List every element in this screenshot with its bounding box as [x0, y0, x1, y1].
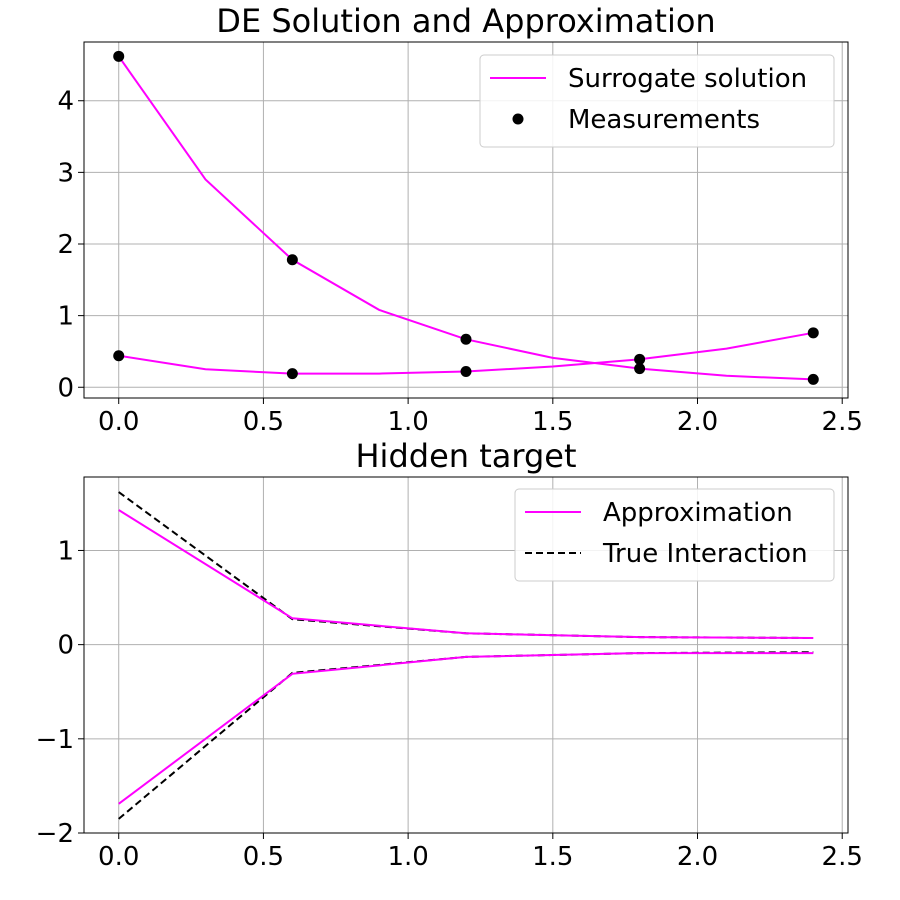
y-tick-label: 1 [57, 302, 74, 332]
chart-title: Hidden target [355, 437, 576, 475]
x-tick-label: 1.0 [387, 842, 428, 872]
measurement-point [286, 368, 298, 380]
x-tick-label: 0.0 [98, 842, 139, 872]
x-tick-label: 0.5 [243, 407, 284, 437]
legend-label: True Interaction [602, 539, 808, 569]
y-tick-label: −1 [36, 725, 74, 755]
x-tick-label: 2.0 [677, 842, 718, 872]
x-tick-label: 2.5 [822, 842, 863, 872]
x-tick-label: 1.0 [387, 407, 428, 437]
axes-frame [83, 476, 849, 834]
grid [84, 42, 848, 398]
y-tick-label: 2 [57, 230, 74, 260]
chart-title: DE Solution and Approximation [216, 2, 715, 40]
y-tick-label: −2 [36, 819, 74, 849]
measurement-point [807, 373, 819, 385]
legend-label: Surrogate solution [568, 64, 807, 94]
x-tick-label: 2.5 [822, 407, 863, 437]
legend-label: Approximation [603, 498, 793, 528]
legend: Approximation True Interaction [514, 488, 835, 582]
legend-box [479, 54, 835, 148]
x-tick-label: 2.0 [677, 407, 718, 437]
measurement-point [113, 50, 125, 62]
measurement-point [807, 327, 819, 339]
x-tick-label: 0.0 [98, 407, 139, 437]
axes-frame [83, 41, 849, 399]
legend-marker [512, 113, 524, 125]
x-tick-label: 1.5 [532, 407, 573, 437]
y-tick-label: 1 [57, 536, 74, 566]
x-tick-label: 0.5 [243, 842, 284, 872]
series-line [118, 509, 814, 639]
y-tick-label: 4 [57, 87, 74, 117]
y-tick-label: 0 [57, 631, 74, 661]
legend-box [514, 488, 835, 582]
x-tick-label: 1.5 [532, 842, 573, 872]
measurement-point [460, 365, 472, 377]
y-tick-label: 3 [57, 158, 74, 188]
measurement-point [286, 254, 298, 266]
series-line [118, 652, 814, 805]
legend-label: Measurements [568, 105, 760, 135]
bottom-plot: Hidden target 0.0 0.5 1.0 1.5 2.0 2.5 −2 −1 0 1 App… [36, 437, 863, 872]
y-tick-label: 0 [57, 373, 74, 403]
measurement-point [113, 350, 125, 362]
measurement-point [460, 333, 472, 345]
measurement-point [634, 353, 646, 365]
series-line [118, 651, 814, 820]
top-plot: DE Solution and Approximation 0.0 0.5 1.0 1.… [57, 2, 862, 437]
legend: Surrogate solution Measurements [479, 54, 835, 148]
measurement-point [634, 363, 646, 375]
